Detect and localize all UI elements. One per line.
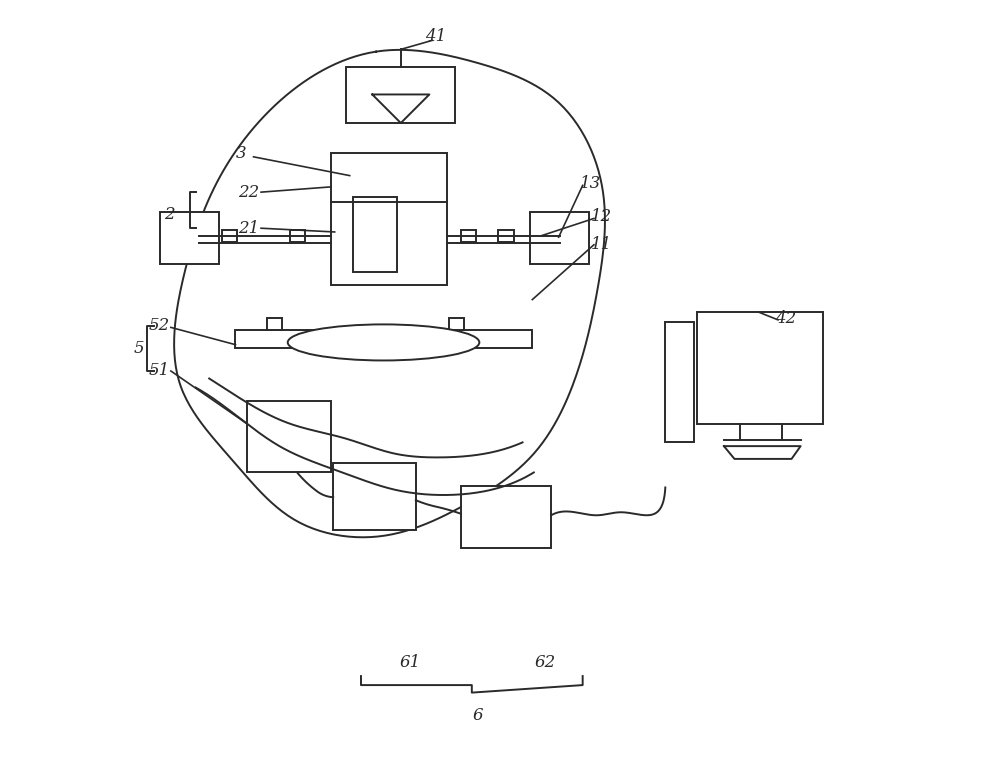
Text: 11: 11 xyxy=(591,236,612,254)
Text: 51: 51 xyxy=(149,363,170,379)
Bar xyxy=(222,229,237,241)
Bar xyxy=(290,229,305,241)
Bar xyxy=(235,329,532,348)
Bar xyxy=(333,463,416,531)
Bar xyxy=(346,67,455,123)
Bar xyxy=(530,212,589,264)
Text: 22: 22 xyxy=(238,184,259,201)
Text: 2: 2 xyxy=(164,206,175,223)
Text: 3: 3 xyxy=(235,145,246,161)
Bar xyxy=(461,486,551,547)
Text: 42: 42 xyxy=(775,310,796,327)
Text: 61: 61 xyxy=(399,654,420,671)
Text: 41: 41 xyxy=(426,28,447,45)
Bar xyxy=(353,197,397,272)
Bar xyxy=(498,229,514,241)
Text: 21: 21 xyxy=(238,220,259,237)
Text: 5: 5 xyxy=(134,340,145,357)
Text: 52: 52 xyxy=(149,317,170,335)
Text: 12: 12 xyxy=(591,208,612,226)
Text: 13: 13 xyxy=(580,175,601,192)
Bar xyxy=(267,319,282,329)
Bar xyxy=(665,322,694,442)
Bar xyxy=(449,319,464,329)
Ellipse shape xyxy=(288,325,479,360)
Text: 62: 62 xyxy=(534,654,556,671)
Bar xyxy=(331,153,447,285)
Bar xyxy=(247,401,331,472)
Bar xyxy=(461,229,476,241)
Text: 6: 6 xyxy=(472,706,483,724)
Bar xyxy=(160,212,219,264)
Bar xyxy=(697,313,823,424)
